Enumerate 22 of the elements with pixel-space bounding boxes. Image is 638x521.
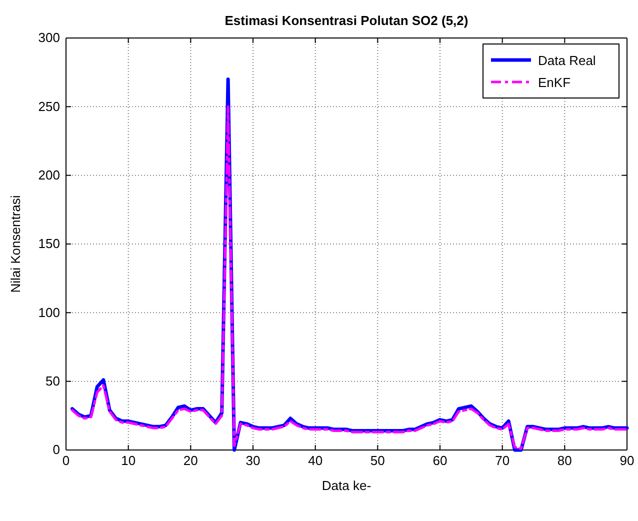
x-tick-label: 50 [370, 453, 385, 468]
x-tick-label: 30 [246, 453, 260, 468]
x-tick-label: 40 [308, 453, 323, 468]
x-tick-label: 80 [557, 453, 572, 468]
x-tick-label: 70 [495, 453, 510, 468]
x-axis-title: Data ke- [322, 478, 372, 493]
y-tick-label: 300 [38, 30, 60, 46]
x-tick-label: 0 [62, 453, 70, 468]
y-tick-label: 150 [38, 236, 60, 252]
chart-title: Estimasi Konsentrasi Polutan SO2 (5,2) [224, 13, 468, 28]
y-tick-label: 250 [38, 98, 60, 114]
x-tick-label: 90 [620, 453, 634, 468]
y-tick-label: 200 [38, 167, 60, 182]
legend-label: EnKF [538, 75, 571, 90]
x-tick-label: 20 [183, 453, 198, 468]
y-tick-label: 0 [52, 442, 60, 458]
x-tick-label: 10 [121, 453, 136, 468]
x-tick-label: 60 [432, 453, 448, 468]
y-tick-label: 50 [46, 373, 60, 388]
legend-label: Data Real [538, 53, 596, 68]
y-axis-title: Nilai Konsentrasi [8, 195, 23, 293]
y-tick-label: 100 [38, 304, 60, 320]
